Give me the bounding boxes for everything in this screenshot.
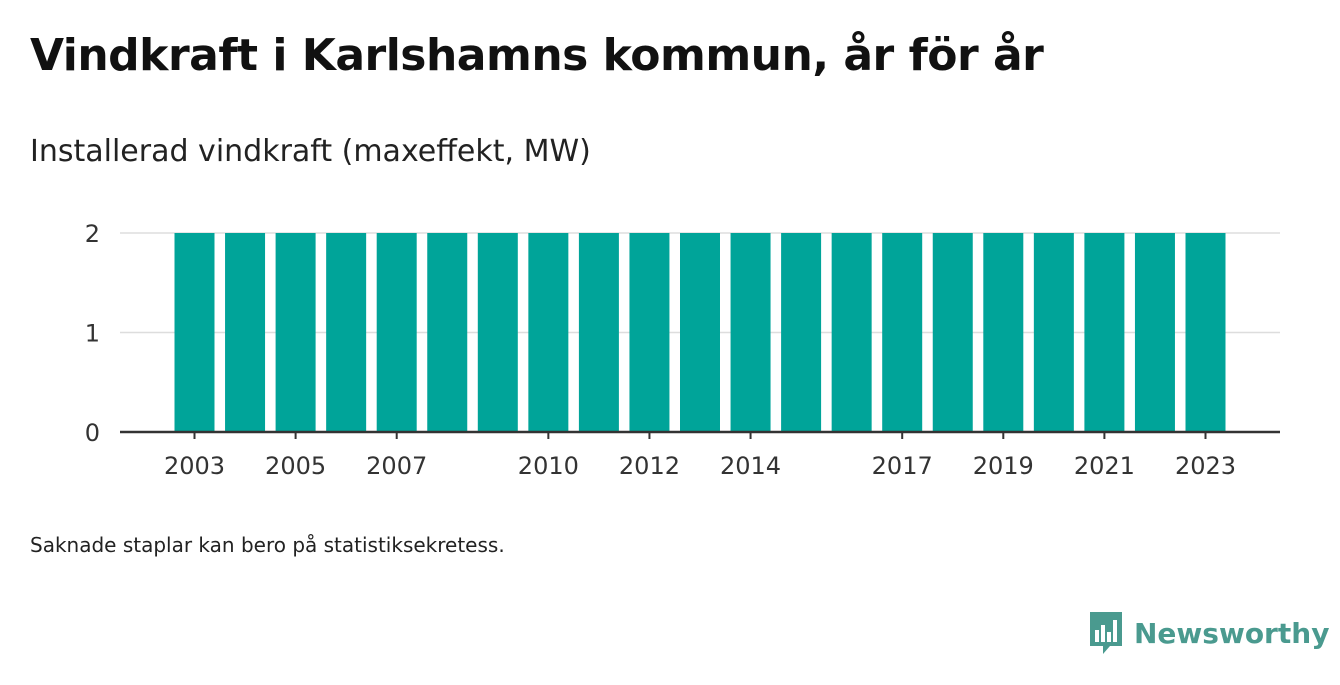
x-tick-label: 2017 (872, 452, 933, 480)
y-tick-labels: 0 1 2 (85, 220, 100, 447)
newsworthy-logo-icon (1090, 612, 1122, 654)
bar-2018 (932, 233, 973, 432)
x-tick-label: 2007 (366, 452, 427, 480)
x-tick-label: 2019 (973, 452, 1034, 480)
bar-2005 (275, 233, 316, 432)
x-tick-label: 2021 (1074, 452, 1135, 480)
bar-2009 (477, 233, 518, 432)
bar-2006 (326, 233, 367, 432)
x-tick-label: 2014 (720, 452, 781, 480)
bar-2010 (528, 233, 569, 432)
y-tick-label: 2 (85, 220, 100, 248)
bar-2014 (730, 233, 771, 432)
bar-2013 (680, 233, 720, 432)
bar-2015 (781, 233, 822, 432)
bar-2021 (1084, 233, 1125, 432)
bar-2020 (1033, 233, 1074, 432)
bar-2022 (1134, 233, 1175, 432)
bar-2011 (578, 233, 619, 432)
y-tick-label: 0 (85, 419, 100, 447)
brand: Newsworthy (1088, 610, 1329, 656)
bar-2003 (174, 233, 215, 432)
bar-2008 (427, 233, 468, 432)
chart-title: Vindkraft i Karlshamns kommun, år för år (30, 30, 1044, 81)
chart-subtitle: Installerad vindkraft (maxeffekt, MW) (30, 134, 591, 169)
bar-2019 (983, 233, 1024, 432)
bar-2023 (1185, 233, 1226, 432)
x-tick-label: 2010 (518, 452, 579, 480)
bar-2016 (831, 233, 872, 432)
bar-chart: 0 1 2 2003 2005 2007 2010 2012 2014 2017 2019 2021… (85, 220, 1280, 480)
x-ticks: 2003 2005 2007 2010 2012 2014 2017 2019 2021 2023 (164, 432, 1236, 480)
bar-2012 (629, 233, 670, 432)
bar-2007 (376, 233, 417, 432)
x-tick-label: 2012 (619, 452, 680, 480)
bar-2017 (882, 233, 923, 432)
bar-2004 (225, 233, 266, 432)
x-tick-label: 2005 (265, 452, 326, 480)
brand-name: Newsworthy (1134, 616, 1330, 650)
footnote: Saknade staplar kan bero på statistiksek… (30, 533, 505, 557)
x-tick-label: 2003 (164, 452, 225, 480)
x-tick-label: 2023 (1175, 452, 1236, 480)
y-tick-label: 1 (85, 320, 100, 348)
bars (174, 233, 1226, 432)
